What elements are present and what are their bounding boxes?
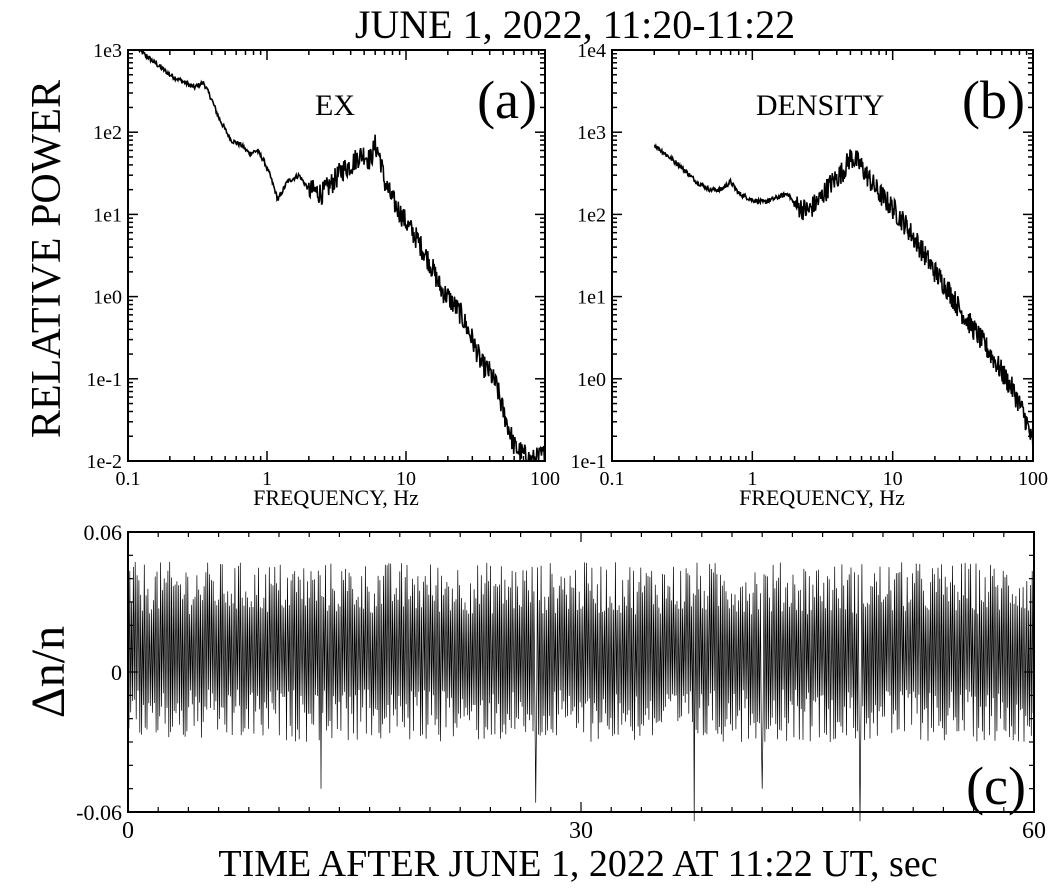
panel-b-x-tick-label: 1 [747,468,757,490]
panel-c-y-tick-label: -0.06 [76,800,122,825]
panel-a-y-tick-label: 1e-2 [86,451,122,473]
panel-b-y-tick-label: 1e0 [577,369,606,391]
panel-b-x-tick-label: 0.1 [600,468,625,490]
panel-b-frame [611,49,1034,462]
panel-c-ylabel: Δn/n [22,626,75,718]
panel-c-series-line [127,561,1034,822]
panel-b-xlabel: FREQUENCY, Hz [739,485,905,510]
panel-a-y-tick-label: 1e3 [93,40,122,62]
panel-b-y-tick-label: 1e2 [577,204,606,226]
panel-c-label: (c) [966,756,1026,816]
panel-c-density-timeseries: Δn/n (c) TIME AFTER JUNE 1, 2022 AT 11:2… [22,520,1046,885]
panel-b-x-tick-label: 100 [1018,468,1048,490]
relative-power-label: RELATIVE POWER [24,80,70,438]
panel-a-xlabel: FREQUENCY, Hz [253,485,419,510]
panel-a-ticks: 0.1 1 10 100 1e-2 1e-1 1e0 1e1 1e2 1e3 [86,40,560,490]
panel-c-y-tick-label: 0 [111,660,122,685]
panel-b-label: (b) [962,70,1025,130]
panel-b-y-tick-label: 1e4 [577,40,606,62]
panel-b-y-tick-label: 1e1 [577,287,606,309]
panel-a-series-line [138,48,546,462]
panel-b-ticks: 0.1 1 10 100 1e-1 1e0 1e1 1e2 1e3 1e4 [570,40,1048,490]
panel-a-y-tick-label: 1e0 [93,287,122,309]
panel-a-y-tick-label: 1e-1 [86,369,122,391]
panel-b-y-tick-label: 1e3 [577,122,606,144]
panel-b-y-tick-label: 1e-1 [570,451,606,473]
figure-title: JUNE 1, 2022, 11:20-11:22 [355,2,795,47]
panel-c-xlabel: TIME AFTER JUNE 1, 2022 AT 11:22 UT, sec [218,843,937,885]
panel-b-density-spectrum: DENSITY (b) FREQUENCY, Hz 0.1 1 10 100 1e-1 1… [570,40,1048,510]
panel-a-y-tick-label: 1e1 [93,204,122,226]
panel-b-x-tick-label: 10 [883,468,903,490]
panel-c-y-tick-label: 0.06 [84,520,123,545]
panel-b-annotation: DENSITY [756,89,884,122]
panel-c-x-tick-label: 60 [1022,818,1046,844]
panel-a-x-tick-label: 100 [530,468,560,490]
panel-c-x-tick-label: 0 [122,818,134,844]
panel-c-x-tick-label: 30 [569,818,593,844]
panel-a-x-tick-label: 1 [262,468,272,490]
panel-a-x-tick-label: 0.1 [116,468,141,490]
panel-a-y-tick-label: 1e2 [93,122,122,144]
panel-a-x-tick-label: 10 [396,468,416,490]
panel-a-ex-spectrum: EX (a) FREQUENCY, Hz 0.1 1 10 100 1e-2 1e-1 1e… [86,40,560,510]
panel-a-frame [127,49,546,462]
panel-a-label: (a) [477,70,537,130]
panel-a-annotation: EX [315,89,355,122]
panel-b-series-line [653,142,1034,452]
